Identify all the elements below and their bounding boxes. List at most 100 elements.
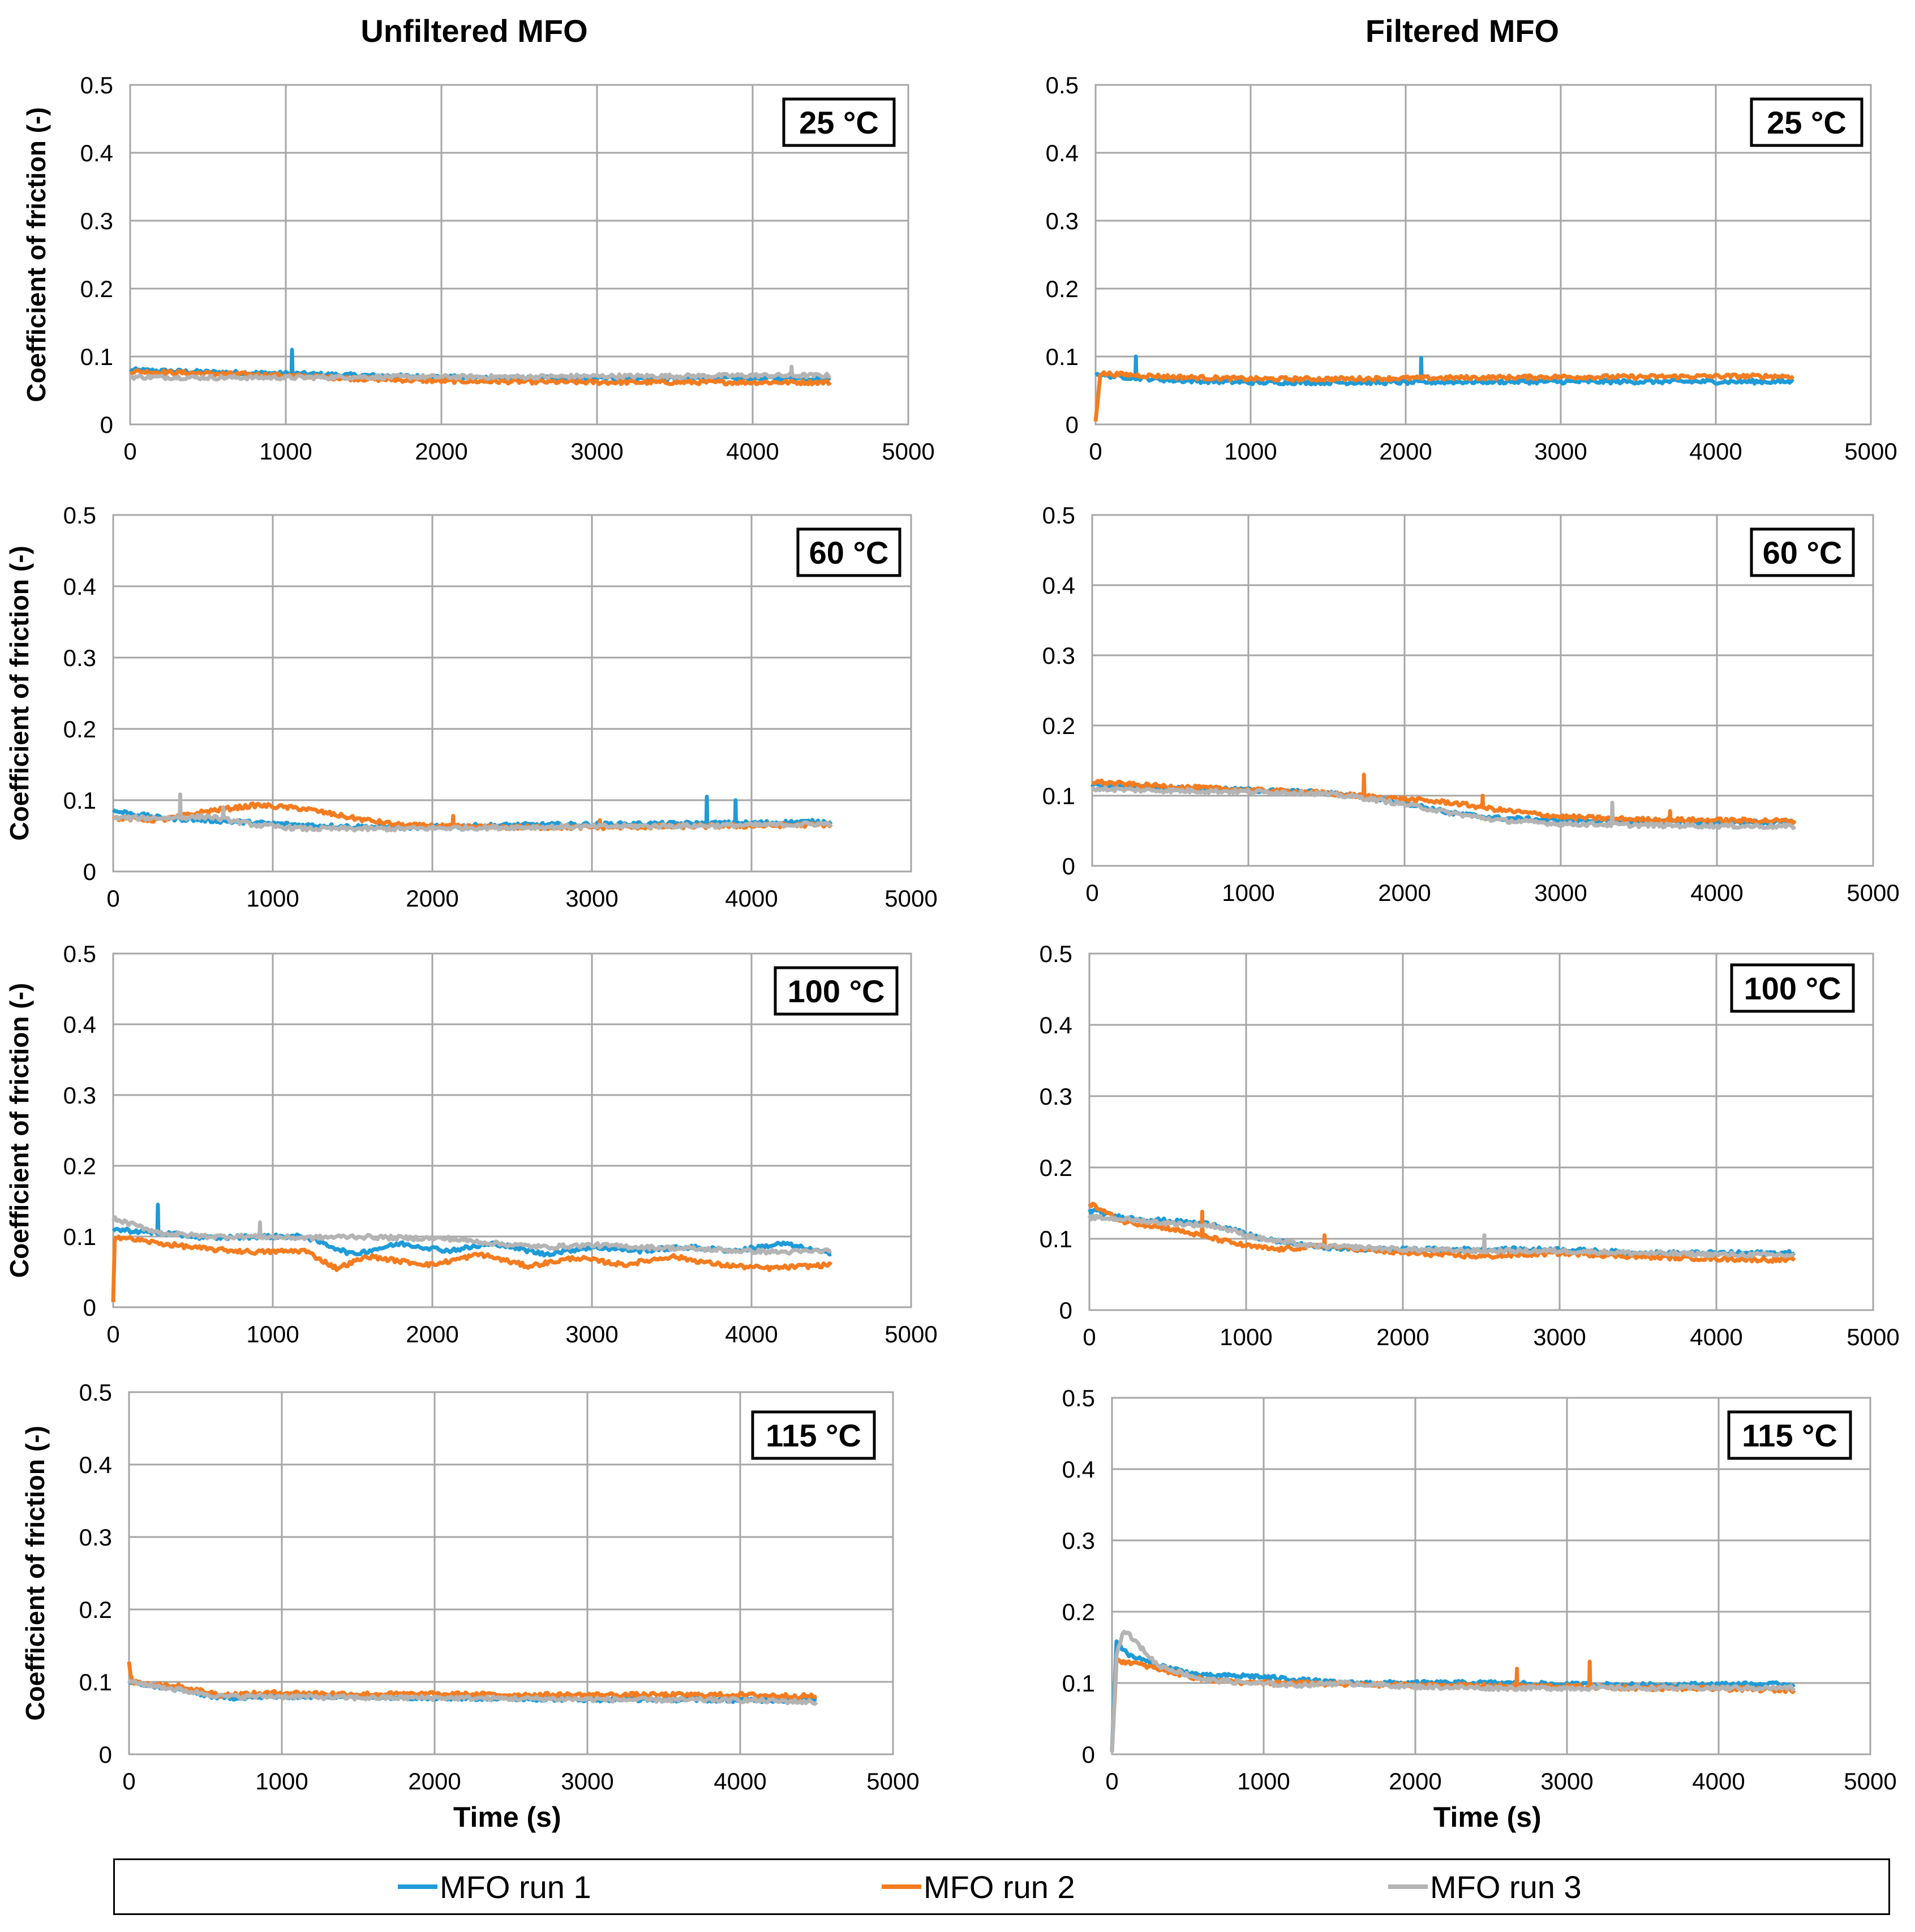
y-tick-label: 0.5: [79, 1379, 112, 1406]
x-tick-label: 5000: [884, 885, 937, 912]
y-tick-label: 0.4: [1062, 1456, 1095, 1483]
y-tick-label: 0: [99, 1741, 112, 1768]
y-axis-label: Coefficient of friction (-): [5, 546, 34, 840]
series-line-mfo-run-2: [1093, 370, 1795, 422]
y-tick-label: 0.3: [1042, 642, 1075, 669]
x-tick-label: 5000: [866, 1768, 919, 1794]
y-tick-label: 0.2: [1040, 1154, 1072, 1181]
x-tick-label: 0: [1105, 1768, 1118, 1794]
x-tick-label: 4000: [1690, 1324, 1742, 1350]
x-tick-label: 0: [106, 1321, 119, 1347]
legend-item-run1: MFO run 1: [398, 1860, 591, 1913]
series-line-mfo-run-2: [1110, 1658, 1796, 1753]
series-line-mfo-run-2: [1092, 772, 1797, 825]
y-tick-label: 0.1: [1062, 1670, 1095, 1697]
y-tick-label: 0.3: [1046, 208, 1079, 234]
y-tick-label: 0.5: [63, 502, 96, 529]
series-line-mfo-run-3: [127, 1678, 818, 1706]
temperature-label: 25 °C: [1767, 105, 1847, 140]
series-line-mfo-run-3: [130, 364, 832, 382]
temperature-label-box: [751, 1410, 876, 1460]
x-tick-label: 3000: [561, 1768, 613, 1794]
y-axis-label: Coefficient of friction (-): [5, 983, 34, 1278]
y-tick-label: 0.4: [79, 1452, 112, 1478]
x-axis-label: Time (s): [1433, 1801, 1542, 1833]
y-tick-label: 0.1: [80, 344, 113, 370]
plot-area-border: [112, 514, 912, 873]
y-tick-label: 0.1: [1046, 344, 1079, 370]
y-tick-label: 0.4: [63, 1011, 96, 1038]
series-line-mfo-run-3: [113, 792, 833, 833]
y-tick-label: 0.1: [79, 1669, 112, 1695]
x-tick-label: 4000: [725, 885, 778, 912]
temperature-label-box: [1750, 97, 1864, 147]
y-tick-label: 0: [1066, 411, 1079, 438]
panel-5: 0 1000 2000 3000 4000 5000 0 0.1 0.2 0.3 0.4 0.5 Coe…: [5, 941, 938, 1347]
y-tick-label: 0.2: [80, 276, 113, 302]
x-tick-label: 5000: [1844, 1768, 1896, 1794]
x-tick-label: 2000: [406, 885, 458, 912]
temperature-label-box: [1750, 527, 1855, 577]
y-tick-label: 0.2: [79, 1596, 112, 1623]
y-tick-label: 0: [1059, 1297, 1072, 1324]
y-tick-label: 0.2: [1042, 712, 1075, 739]
y-tick-label: 0.5: [63, 941, 96, 967]
y-tick-label: 0.4: [1042, 572, 1075, 599]
y-tick-label: 0.4: [1040, 1012, 1072, 1038]
y-tick-label: 0: [1062, 853, 1075, 879]
x-tick-label: 3000: [565, 1321, 618, 1347]
temperature-label: 115 °C: [1742, 1418, 1837, 1453]
legend-label-run1: MFO run 1: [440, 1869, 591, 1905]
x-tick-label: 0: [1085, 879, 1098, 906]
y-axis-label: Coefficient of friction (-): [22, 107, 51, 402]
y-tick-label: 0.5: [1046, 72, 1079, 98]
y-tick-label: 0.3: [80, 208, 113, 234]
temperature-label-box: [1727, 1410, 1852, 1460]
x-tick-label: 1000: [246, 885, 299, 912]
x-tick-label: 2000: [1376, 1324, 1429, 1350]
x-tick-label: 5000: [882, 438, 934, 465]
legend-item-run3: MFO run 3: [1388, 1860, 1582, 1913]
y-tick-label: 0.3: [63, 645, 96, 671]
y-tick-label: 0.3: [1040, 1083, 1072, 1110]
x-tick-label: 1000: [1237, 1768, 1290, 1794]
panel-1: 0 1000 2000 3000 4000 5000 0 0.1 0.2 0.3 0.4 0.5 Coe…: [22, 72, 935, 465]
x-tick-label: 2000: [406, 1321, 458, 1347]
y-tick-label: 0: [83, 1294, 96, 1321]
legend-swatch-run2: [882, 1884, 921, 1889]
y-axis-label: Coefficient of friction (-): [20, 1426, 50, 1720]
plot-area-border: [128, 1391, 894, 1755]
y-tick-label: 0: [100, 411, 113, 438]
column-title-filtered: Filtered MFO: [1365, 13, 1560, 49]
temperature-label-box: [796, 527, 901, 577]
panel-6: 0 1000 2000 3000 4000 5000 0 0.1 0.2 0.3 0.4 0.5 100…: [1040, 941, 1900, 1350]
column-title-unfiltered: Unfiltered MFO: [360, 13, 588, 49]
temperature-label: 60 °C: [809, 535, 889, 570]
y-tick-label: 0.3: [63, 1082, 96, 1109]
y-tick-label: 0.2: [63, 716, 96, 742]
series-line-mfo-run-2: [1088, 1201, 1796, 1264]
x-tick-label: 1000: [246, 1321, 299, 1347]
temperature-label-box: [782, 97, 896, 147]
x-tick-label: 4000: [1692, 1768, 1745, 1794]
x-axis-label: Time (s): [453, 1801, 561, 1833]
x-tick-label: 4000: [714, 1768, 766, 1794]
y-tick-label: 0.2: [1046, 276, 1079, 302]
legend: MFO run 1 MFO run 2 MFO run 3: [113, 1858, 1890, 1915]
temperature-label: 100 °C: [788, 973, 885, 1009]
x-tick-label: 4000: [725, 1321, 778, 1347]
plot-area-border: [129, 84, 909, 426]
series-line-mfo-run-3: [111, 1215, 832, 1256]
series-line-mfo-run-2: [111, 1234, 833, 1303]
x-tick-label: 5000: [1844, 438, 1897, 465]
y-tick-label: 0.5: [80, 72, 113, 98]
panel-7: 0 1000 2000 3000 4000 5000 0 0.1 0.2 0.3 0.4 0.5 Coe…: [20, 1379, 920, 1833]
x-tick-label: 3000: [1534, 879, 1587, 906]
y-tick-label: 0.4: [80, 140, 113, 166]
panel-3: 0 1000 2000 3000 4000 5000 0 0.1 0.2 0.3 0.4 0.5 Coe…: [5, 502, 938, 912]
y-tick-label: 0: [1082, 1741, 1095, 1768]
x-tick-label: 4000: [1690, 879, 1743, 906]
y-tick-label: 0.1: [1040, 1226, 1072, 1252]
panel-4: 0 1000 2000 3000 4000 5000 0 0.1 0.2 0.3 0.4 0.5 60 …: [1042, 502, 1900, 906]
